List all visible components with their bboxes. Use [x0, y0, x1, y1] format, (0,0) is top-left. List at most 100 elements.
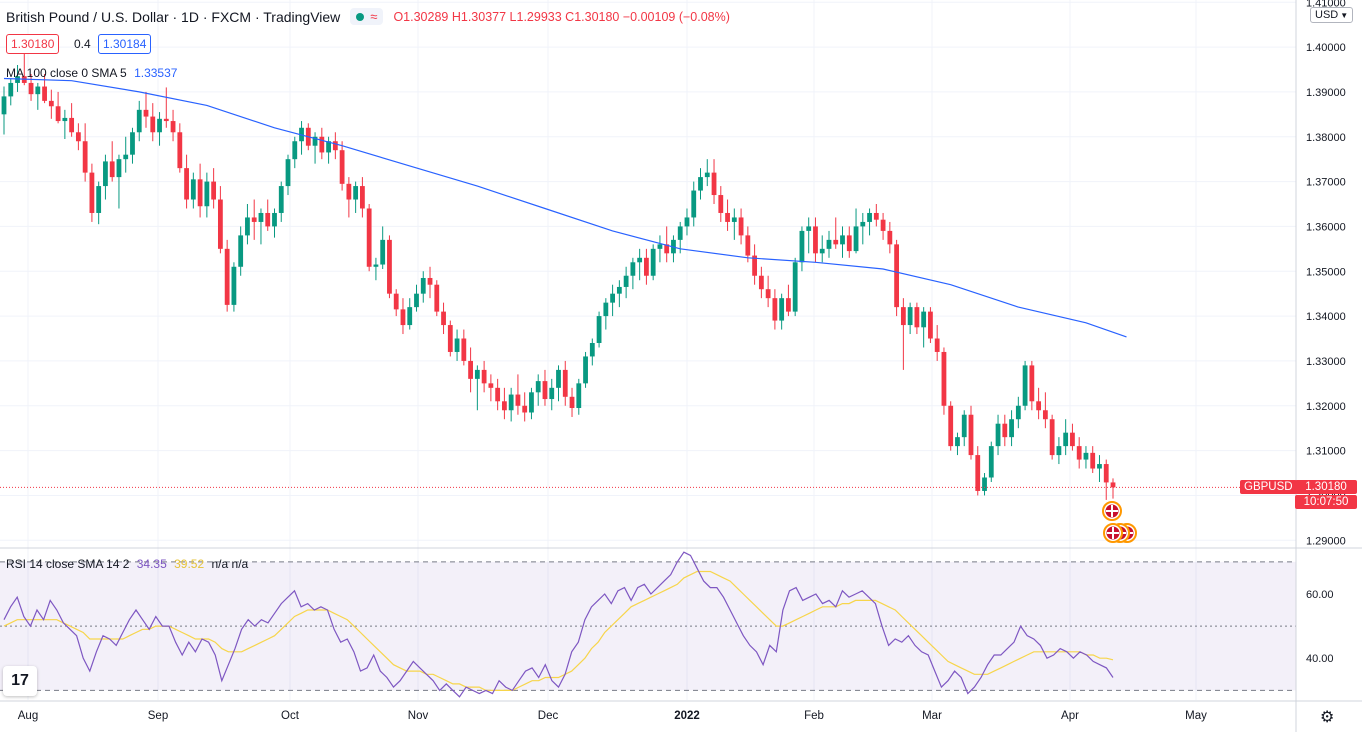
candle[interactable] — [143, 91, 149, 128]
candle[interactable] — [623, 266, 629, 299]
candle[interactable] — [900, 298, 906, 370]
candle[interactable] — [1070, 423, 1075, 451]
candle[interactable] — [826, 230, 832, 258]
candle[interactable] — [380, 226, 386, 270]
candle[interactable] — [616, 280, 622, 308]
candle[interactable] — [339, 141, 345, 191]
candle[interactable] — [928, 307, 933, 343]
candle[interactable] — [765, 275, 771, 308]
candle[interactable] — [420, 271, 426, 303]
market-status[interactable]: ≈ — [350, 8, 384, 25]
candle[interactable] — [238, 226, 244, 276]
candle[interactable] — [103, 154, 108, 200]
candle[interactable] — [96, 181, 102, 225]
candle[interactable] — [833, 217, 839, 249]
candle[interactable] — [610, 284, 615, 317]
candle[interactable] — [813, 217, 818, 263]
candle[interactable] — [502, 387, 507, 420]
candle[interactable] — [955, 432, 960, 456]
candle[interactable] — [272, 208, 277, 238]
candle[interactable] — [258, 208, 264, 245]
candle[interactable] — [799, 226, 805, 272]
candle[interactable] — [427, 266, 433, 299]
candle[interactable] — [691, 181, 697, 227]
candle[interactable] — [231, 262, 237, 312]
candle[interactable] — [637, 248, 643, 281]
candle[interactable] — [562, 360, 568, 406]
candle[interactable] — [217, 186, 223, 254]
candle[interactable] — [69, 103, 75, 137]
candle[interactable] — [278, 181, 284, 222]
candle[interactable] — [224, 239, 230, 312]
candle[interactable] — [28, 73, 34, 101]
candle[interactable] — [312, 132, 318, 164]
candle[interactable] — [42, 73, 47, 104]
candle[interactable] — [711, 159, 717, 205]
candle[interactable] — [150, 103, 156, 142]
candle[interactable] — [718, 186, 724, 222]
candle[interactable] — [1015, 396, 1021, 429]
candle[interactable] — [752, 244, 758, 285]
buy-button[interactable]: 1.30184 — [98, 34, 152, 54]
candle[interactable] — [786, 284, 791, 317]
candle[interactable] — [109, 141, 115, 182]
candle[interactable] — [529, 387, 534, 420]
candle[interactable] — [62, 109, 68, 139]
ma-100-line[interactable] — [3, 77, 1127, 338]
candle[interactable] — [1049, 414, 1055, 460]
tradingview-logo[interactable]: 17 — [3, 666, 37, 696]
candle[interactable] — [434, 280, 440, 317]
candle[interactable] — [1063, 419, 1069, 456]
candle[interactable] — [583, 351, 588, 388]
candle[interactable] — [474, 365, 480, 411]
candle[interactable] — [846, 226, 852, 258]
candle[interactable] — [407, 298, 413, 330]
candle[interactable] — [1103, 459, 1109, 500]
candle[interactable] — [806, 217, 812, 254]
candle[interactable] — [745, 226, 751, 263]
candle[interactable] — [982, 473, 987, 496]
candle[interactable] — [1042, 392, 1048, 429]
candle[interactable] — [157, 112, 162, 146]
ma-legend[interactable]: MA 100 close 0 SMA 5 1.33537 — [6, 66, 177, 80]
candle[interactable] — [779, 293, 785, 330]
candle[interactable] — [332, 132, 338, 160]
candle[interactable] — [860, 212, 866, 245]
candle[interactable] — [285, 154, 291, 196]
candle[interactable] — [163, 87, 169, 128]
candle[interactable] — [704, 159, 710, 187]
candle[interactable] — [481, 360, 487, 393]
candle[interactable] — [914, 302, 920, 335]
candle[interactable] — [1110, 478, 1116, 499]
candle[interactable] — [89, 163, 95, 222]
candle[interactable] — [441, 302, 446, 335]
candle[interactable] — [136, 100, 142, 142]
rsi-legend[interactable]: RSI 14 close SMA 14 2 34.35 39.52 n/a n/… — [6, 557, 248, 571]
candle[interactable] — [366, 204, 372, 272]
candle[interactable] — [265, 199, 271, 231]
candle[interactable] — [211, 168, 217, 209]
candle[interactable] — [461, 329, 467, 366]
symbol-title[interactable]: British Pound / U.S. Dollar · 1D · FXCM … — [6, 8, 341, 25]
candle[interactable] — [515, 374, 521, 415]
candle[interactable] — [204, 172, 210, 218]
candle[interactable] — [326, 136, 331, 164]
candle[interactable] — [1, 86, 7, 135]
candle[interactable] — [542, 369, 548, 406]
candle[interactable] — [887, 221, 893, 254]
candle[interactable] — [698, 168, 703, 200]
candle[interactable] — [468, 347, 473, 393]
candle[interactable] — [589, 338, 595, 366]
candle[interactable] — [454, 329, 460, 361]
us-event-flag-icon[interactable] — [1103, 523, 1123, 543]
candle[interactable] — [116, 154, 122, 209]
candle[interactable] — [400, 298, 406, 335]
candle[interactable] — [190, 172, 196, 209]
candle[interactable] — [1029, 360, 1035, 411]
candle[interactable] — [393, 289, 399, 317]
candle[interactable] — [684, 208, 690, 236]
candle[interactable] — [508, 387, 514, 422]
candle[interactable] — [1036, 387, 1042, 420]
rsi-line[interactable] — [3, 551, 1114, 698]
candle[interactable] — [988, 441, 994, 482]
